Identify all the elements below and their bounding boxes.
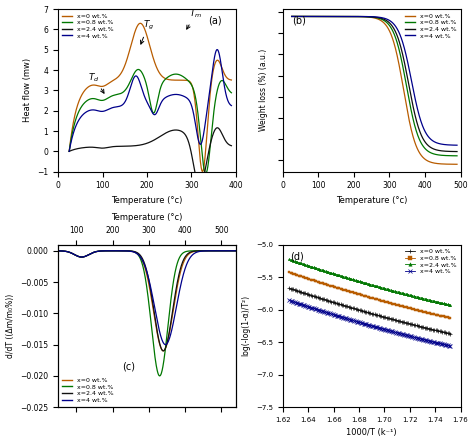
- Text: $T_d$: $T_d$: [88, 71, 104, 93]
- Text: (d): (d): [290, 251, 304, 261]
- Legend: x=0 wt.%, x=0.8 wt.%, x=2.4 wt.%, x=4 wt.%: x=0 wt.%, x=0.8 wt.%, x=2.4 wt.%, x=4 wt…: [61, 376, 115, 404]
- X-axis label: 1000/T (k⁻¹): 1000/T (k⁻¹): [346, 428, 397, 437]
- Text: $T_m$: $T_m$: [187, 7, 202, 29]
- X-axis label: Temperature (°c): Temperature (°c): [111, 213, 182, 222]
- Y-axis label: log(-log(1-α)/T²): log(-log(1-α)/T²): [241, 295, 250, 357]
- X-axis label: Temperature (°c): Temperature (°c): [336, 196, 407, 205]
- Y-axis label: Weight loss (%) (a.u.): Weight loss (%) (a.u.): [258, 49, 267, 132]
- Text: (a): (a): [208, 16, 222, 26]
- Y-axis label: d/dT ((Δm/m₀%)): d/dT ((Δm/m₀%)): [6, 294, 15, 358]
- Legend: x=0 wt.%, x=0.8 wt.%, x=2.4 wt.%, x=4 wt.%: x=0 wt.%, x=0.8 wt.%, x=2.4 wt.%, x=4 wt…: [404, 12, 457, 40]
- Legend: x=0 wt.%, x=0.8 wt.%, x=2.4 wt.%, x=4 wt.%: x=0 wt.%, x=0.8 wt.%, x=2.4 wt.%, x=4 wt…: [404, 248, 457, 276]
- Legend: x=0 wt.%, x=0.8 wt.%, x=2.4 wt.%, x=4 wt.%: x=0 wt.%, x=0.8 wt.%, x=2.4 wt.%, x=4 wt…: [61, 12, 115, 40]
- Text: (c): (c): [122, 361, 135, 372]
- X-axis label: Temperature (°c): Temperature (°c): [111, 196, 182, 205]
- Text: (b): (b): [292, 16, 306, 26]
- Text: $T_g$: $T_g$: [140, 19, 154, 44]
- Y-axis label: Heat flow (mw): Heat flow (mw): [23, 58, 32, 122]
